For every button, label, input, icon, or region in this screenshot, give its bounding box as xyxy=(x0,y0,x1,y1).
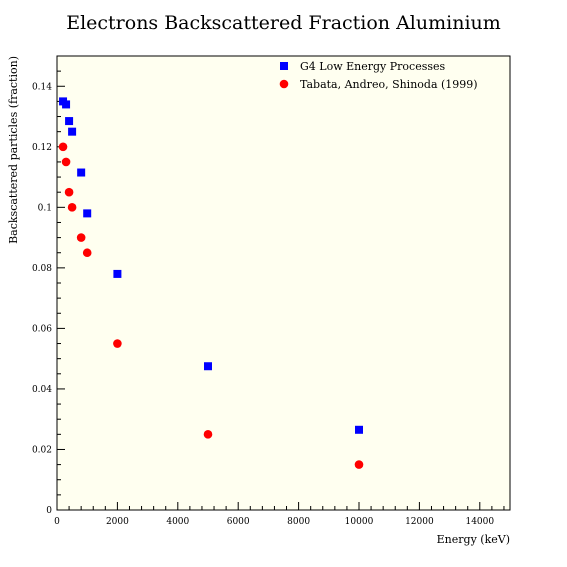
x-tick-label: 10000 xyxy=(345,517,374,527)
x-tick-label: 12000 xyxy=(405,517,434,527)
y-tick-label: 0.12 xyxy=(32,143,52,153)
x-tick-label: 8000 xyxy=(287,517,310,527)
data-point-square xyxy=(77,168,86,177)
data-point-circle xyxy=(203,430,213,439)
data-point-square xyxy=(65,117,74,126)
data-point-square xyxy=(204,362,212,371)
y-tick-label: 0.02 xyxy=(32,445,52,455)
x-axis-label: Energy (keV) xyxy=(437,533,510,546)
data-point-square xyxy=(113,269,122,278)
data-point-square xyxy=(62,100,71,109)
y-tick-label: 0.06 xyxy=(32,324,52,334)
legend-entry-label: Tabata, Andreo, Shinoda (1999) xyxy=(300,78,478,91)
x-tick-label: 0 xyxy=(54,517,60,527)
series-g4-low-energy xyxy=(59,97,363,434)
x-tick-label: 4000 xyxy=(166,517,189,527)
plot-area xyxy=(56,55,511,511)
x-tick-label: 2000 xyxy=(106,517,129,527)
y-axis-label: Backscattered particles (fraction) xyxy=(7,56,20,244)
y-tick-label: 0.04 xyxy=(32,385,52,395)
data-point-circle xyxy=(76,233,86,242)
y-tick-label: 0 xyxy=(46,506,52,516)
chart-title: Electrons Backscattered Fraction Alumini… xyxy=(66,12,501,34)
data-point-circle xyxy=(61,157,71,167)
legend-marker-circle xyxy=(279,79,289,89)
legend-marker-square xyxy=(280,62,288,70)
y-tick-label: 0.14 xyxy=(32,82,52,92)
series-tabata-andreo-shinoda xyxy=(58,142,364,469)
y-tick-label: 0.1 xyxy=(38,203,52,213)
data-point-square xyxy=(355,425,363,434)
data-point-square xyxy=(83,209,92,218)
data-point-circle xyxy=(82,248,92,258)
legend-entry-label: G4 Low Energy Processes xyxy=(300,60,446,73)
x-tick-label: 14000 xyxy=(465,517,494,527)
data-point-circle xyxy=(58,142,68,152)
data-point-square xyxy=(68,127,77,136)
data-point-circle xyxy=(354,460,364,469)
x-tick-label: 6000 xyxy=(227,517,250,527)
data-point-circle xyxy=(67,203,77,212)
legend: G4 Low Energy Processes Tabata, Andreo, S… xyxy=(279,60,478,91)
data-marks xyxy=(58,97,364,469)
axes: 0 2000 4000 6000 8000 10000 12000 14000 0 0.02 0.0… xyxy=(32,55,505,527)
y-tick-label: 0.08 xyxy=(32,264,52,274)
data-point-circle xyxy=(64,187,74,197)
data-point-circle xyxy=(113,339,122,348)
